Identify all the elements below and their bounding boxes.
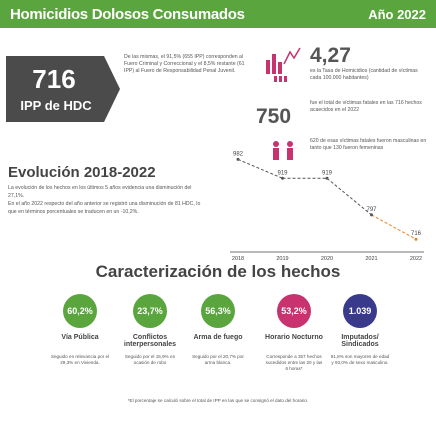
category-description: 91,8% son mayores de edad y 93,0% de sex… — [330, 354, 390, 365]
chart-data-label: 797 — [366, 207, 377, 213]
gender-description: 620 de esas víctimas fatales fueron masc… — [310, 138, 427, 152]
chart-point — [281, 176, 284, 180]
stat-circle: 23,7% — [133, 294, 167, 328]
stat-circle: 60,2% — [63, 294, 97, 328]
category-label: Vía Pública — [61, 334, 99, 341]
evolution-text-1: La evolución de los hechos en los último… — [8, 185, 192, 199]
evolution-title: Evolución 2018-2022 — [8, 164, 156, 181]
chart-point — [414, 237, 418, 241]
chart-point — [370, 213, 373, 217]
evolution-text-2: En el año 2022 respecto del año anterior… — [8, 201, 201, 215]
header-banner: Homicidios Dolosos Consumados Año 2022 — [0, 0, 436, 28]
chart-series-line — [371, 214, 417, 240]
chart-series-line — [237, 158, 283, 179]
year-label: Año 2022 — [368, 6, 426, 22]
chart-data-label: 716 — [411, 231, 422, 237]
category-label: Imputados/ Sindicados — [341, 334, 379, 348]
person-icon — [273, 141, 293, 160]
evolution-text: La evolución de los hechos en los último… — [8, 184, 208, 216]
bar-chart-icon — [266, 47, 301, 82]
chart-series-line — [326, 177, 372, 216]
category-description: Seguido por el 15,9% en ocasión de robo — [124, 354, 176, 365]
homicide-rate: 4,27 — [310, 44, 351, 67]
stat-circle: 56,3% — [201, 294, 235, 328]
category-description: Seguido por el 20,7% por arma blanca. — [192, 354, 244, 365]
victims-description: fue el total de víctimas fatales en las … — [310, 100, 422, 114]
ipp-description: De las mismas, el 91,5% (655 IPP) corres… — [124, 54, 245, 75]
chart-x-tick: 2018 — [232, 256, 244, 262]
category-description: Corresponde a 357 hechos sucedidos entre… — [265, 354, 323, 371]
chart-point — [325, 176, 329, 180]
chart-x-tick: 2021 — [365, 256, 377, 262]
stat-circle: 1.039 — [343, 294, 377, 328]
characterization-title: Caracterización de los hechos — [95, 262, 341, 281]
chart-data-label: 919 — [322, 170, 333, 176]
evolution-chart: 982 2018 919 2019 919 2020 797 2021 716 2022 — [230, 151, 424, 262]
victims-count: 750 — [256, 105, 292, 128]
chart-point — [236, 157, 240, 161]
footnote: *El porcentaje se calculó sobre el total… — [127, 398, 309, 403]
rate-description: es la Tasa de Homicidios (cantidad de ví… — [310, 68, 418, 82]
page-title: Homicidios Dolosos Consumados — [10, 5, 245, 23]
chart-x-tick: 2019 — [276, 256, 288, 262]
chart-data-label: 919 — [277, 170, 288, 176]
chart-x-tick: 2020 — [321, 256, 333, 262]
category-label: Arma de fuego — [193, 334, 243, 341]
ipp-count: 716 — [32, 64, 76, 94]
category-description: Seguido en relevancia por el 29,3% en Vi… — [50, 354, 110, 365]
category-label: Conflictos interpersonales — [123, 334, 177, 348]
category-label: Horario Nocturno — [265, 334, 323, 341]
stat-circle: 53,2% — [277, 294, 311, 328]
chart-x-tick: 2022 — [410, 256, 422, 262]
ipp-badge-background — [6, 56, 120, 122]
ipp-label: IPP de HDC — [20, 98, 92, 113]
chart-data-label: 982 — [233, 151, 244, 157]
ipp-badge: 716 IPP de HDC — [6, 56, 120, 122]
